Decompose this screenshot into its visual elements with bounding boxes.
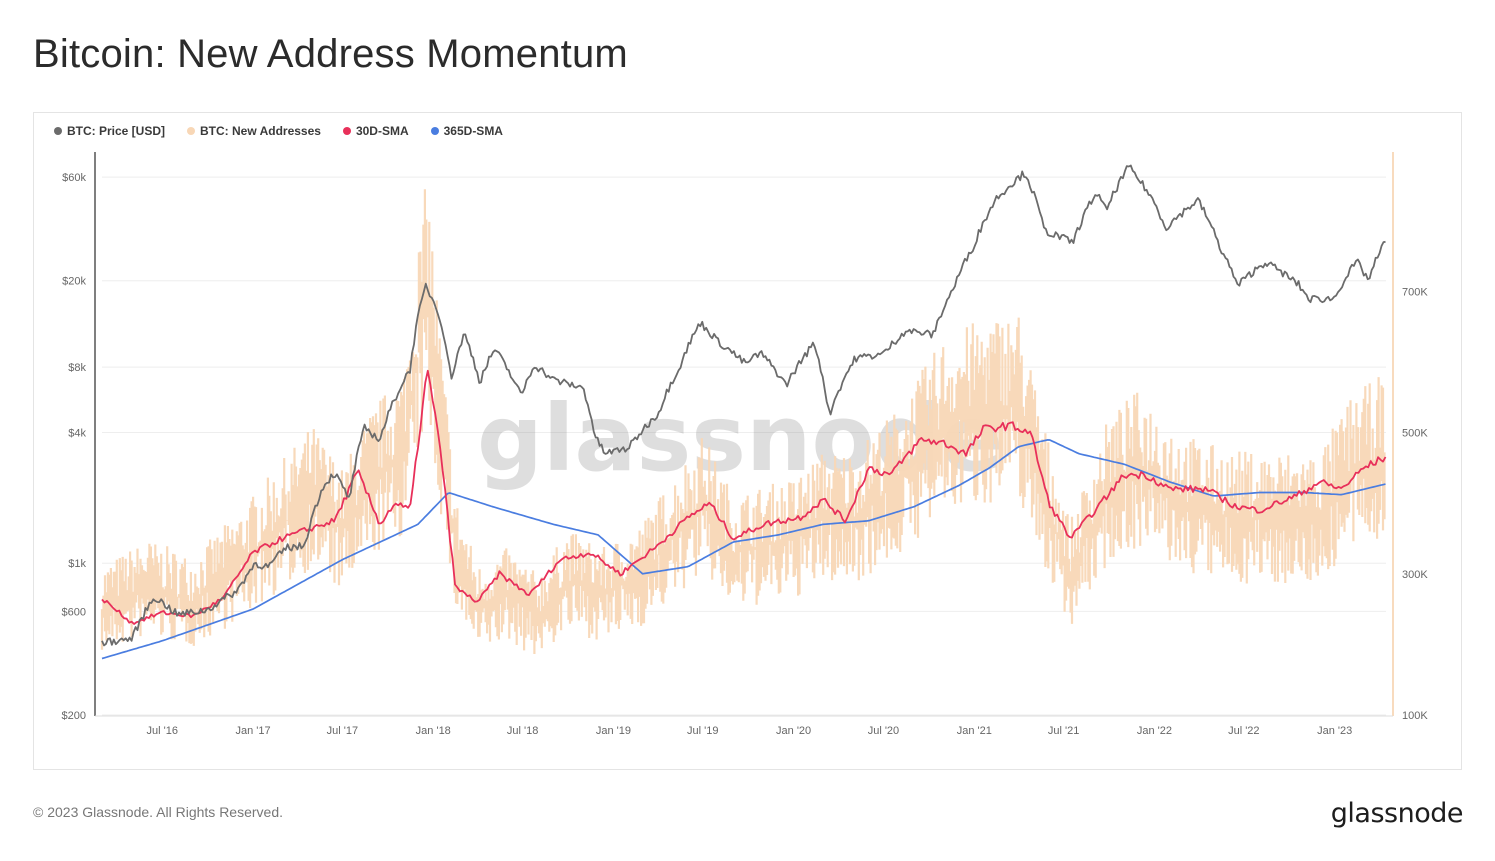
page-title: Bitcoin: New Address Momentum	[33, 32, 628, 76]
y-right-tick-label: 300K	[1402, 569, 1428, 581]
x-tick-label: Jul '17	[327, 725, 358, 737]
y-right-tick-label: 500K	[1402, 428, 1428, 440]
legend-item-365d-sma[interactable]: 365D-SMA	[430, 124, 503, 138]
legend-label-new-addresses: BTC: New Addresses	[200, 124, 321, 138]
legend-label-price: BTC: Price [USD]	[67, 124, 166, 138]
series-30d-sma	[101, 369, 1387, 625]
x-tick-label: Jan '19	[596, 725, 631, 737]
x-tick-label: Jan '17	[235, 725, 270, 737]
legend-label-30d-sma: 30D-SMA	[355, 124, 409, 138]
brand-logo: glassnode	[1330, 798, 1464, 829]
series-layer	[100, 164, 1387, 660]
legend-item-30d-sma[interactable]: 30D-SMA	[342, 124, 409, 138]
legend-label-365d-sma: 365D-SMA	[443, 124, 503, 138]
axes: $200 $600 $1k $4k $8k $20k $60k 100K 300K 500K 700…	[62, 152, 1428, 737]
legend-dot-price	[54, 127, 62, 135]
series-365d-sma	[101, 439, 1386, 660]
x-tick-label: Jul '16	[146, 725, 177, 737]
y-right-tick-label: 100K	[1402, 710, 1428, 722]
chart-panel	[33, 112, 1462, 770]
y-left-tick-label: $600	[62, 606, 86, 618]
x-tick-label: Jan '22	[1137, 725, 1172, 737]
legend-item-new-addresses[interactable]: BTC: New Addresses	[187, 124, 321, 138]
y-left-tick-label: $60k	[62, 172, 86, 184]
x-tick-label: Jul '21	[1048, 725, 1079, 737]
y-left-tick-label: $20k	[62, 276, 86, 288]
x-tick-label: Jul '18	[507, 725, 538, 737]
x-tick-label: Jan '18	[416, 725, 451, 737]
x-tick-label: Jan '21	[957, 725, 992, 737]
x-tick-label: Jan '20	[776, 725, 811, 737]
y-left-tick-label: $8k	[68, 362, 86, 374]
legend-item-price[interactable]: BTC: Price [USD]	[54, 124, 165, 138]
legend-dot-new-addresses	[187, 127, 196, 135]
legend-dot-30d-sma	[342, 127, 351, 135]
copyright-footer: © 2023 Glassnode. All Rights Reserved.	[33, 804, 284, 820]
y-left-tick-label: $200	[62, 710, 86, 722]
x-tick-label: Jul '20	[868, 725, 899, 737]
series-price	[101, 164, 1386, 647]
chart-legend: BTC: Price [USD] BTC: New Addresses 30D-…	[54, 124, 503, 138]
y-left-tick-label: $1k	[68, 558, 86, 570]
legend-dot-365d-sma	[430, 127, 439, 135]
y-right-tick-label: 700K	[1402, 286, 1428, 298]
series-new-addresses	[100, 189, 1386, 654]
y-left-tick-label: $4k	[68, 428, 86, 440]
x-tick-label: Jan '23	[1317, 725, 1352, 737]
x-tick-label: Jul '22	[1228, 725, 1259, 737]
x-tick-label: Jul '19	[687, 725, 718, 737]
